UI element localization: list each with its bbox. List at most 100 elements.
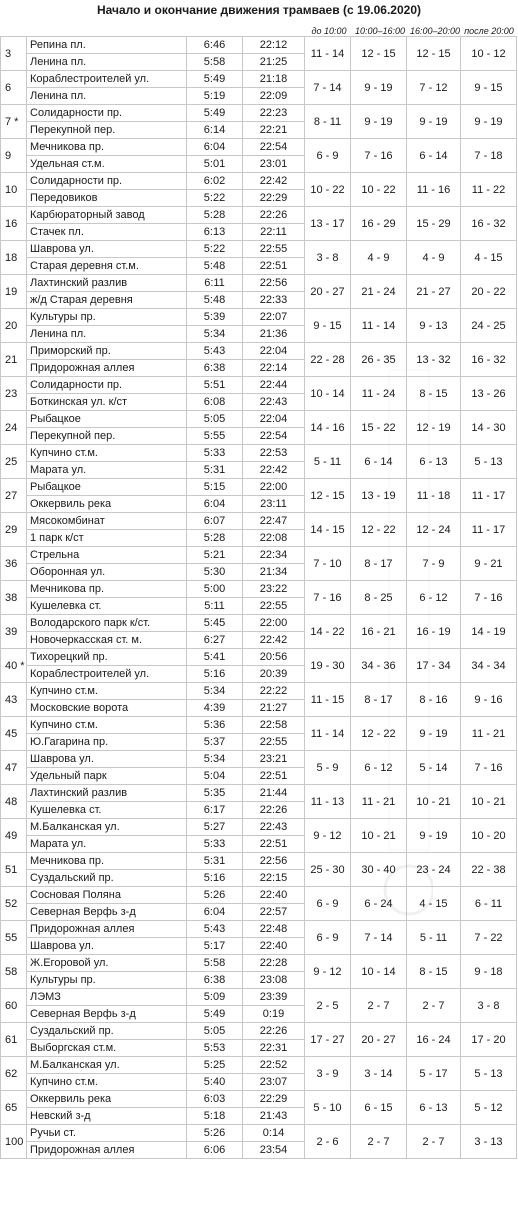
interval-midday: 10 - 22 <box>350 172 407 207</box>
interval-midday: 9 - 19 <box>350 104 407 139</box>
interval-night: 22 - 38 <box>460 852 517 887</box>
interval-evening: 9 - 13 <box>406 308 461 343</box>
interval-evening: 9 - 19 <box>406 104 461 139</box>
interval-morning: 14 - 16 <box>304 410 351 445</box>
interval-midday: 11 - 14 <box>350 308 407 343</box>
interval-morning: 9 - 12 <box>304 954 351 989</box>
interval-morning: 10 - 14 <box>304 376 351 411</box>
first-departure: 6:13 <box>186 223 243 241</box>
stop-name: Придорожная аллея <box>26 359 187 377</box>
first-departure: 5:21 <box>186 546 243 564</box>
interval-midday: 4 - 9 <box>350 240 407 275</box>
stop-name: Шаврова ул. <box>26 240 187 258</box>
interval-evening: 6 - 13 <box>406 1090 461 1125</box>
first-departure: 5:18 <box>186 1107 243 1125</box>
table-row: Ленина пл. 5:34 21:36 <box>1 325 517 343</box>
interval-night: 9 - 18 <box>460 954 517 989</box>
last-departure: 22:53 <box>242 444 305 462</box>
stop-name: Культуры пр. <box>26 971 187 989</box>
interval-midday: 16 - 29 <box>350 206 407 241</box>
last-departure: 20:56 <box>242 648 305 666</box>
interval-midday: 26 - 35 <box>350 342 407 377</box>
interval-morning: 8 - 11 <box>304 104 351 139</box>
interval-evening: 13 - 32 <box>406 342 461 377</box>
last-departure: 22:51 <box>242 835 305 853</box>
last-departure: 22:22 <box>242 682 305 700</box>
interval-evening: 7 - 9 <box>406 546 461 581</box>
first-departure: 4:39 <box>186 699 243 717</box>
first-departure: 5:26 <box>186 1124 243 1142</box>
interval-night: 10 - 21 <box>460 784 517 819</box>
route-number: 19 <box>0 274 27 309</box>
first-departure: 5:41 <box>186 648 243 666</box>
stop-name: 1 парк к/ст <box>26 529 187 547</box>
last-departure: 21:36 <box>242 325 305 343</box>
stop-name: Купчино ст.м. <box>26 716 187 734</box>
table-row: Ленина пл. 5:19 22:09 <box>1 87 517 105</box>
interval-midday: 2 - 7 <box>350 988 407 1023</box>
interval-morning: 13 - 17 <box>304 206 351 241</box>
interval-evening: 2 - 7 <box>406 988 461 1023</box>
stop-name: Придорожная аллея <box>26 1141 187 1159</box>
interval-morning: 11 - 14 <box>304 36 351 71</box>
last-departure: 0:19 <box>242 1005 305 1023</box>
first-departure: 5:26 <box>186 886 243 904</box>
last-departure: 22:55 <box>242 597 305 615</box>
stop-name: Ленина пл. <box>26 325 187 343</box>
interval-evening: 7 - 12 <box>406 70 461 105</box>
last-departure: 21:27 <box>242 699 305 717</box>
interval-morning: 5 - 9 <box>304 750 351 785</box>
stop-name: Перекупной пер. <box>26 427 187 445</box>
interval-morning: 6 - 9 <box>304 886 351 921</box>
last-departure: 23:22 <box>242 580 305 598</box>
stop-name: Ленина пл. <box>26 53 187 71</box>
route-number: 29 <box>0 512 27 547</box>
interval-night: 34 - 34 <box>460 648 517 683</box>
interval-header-evening: 16:00–20:00 <box>409 26 461 36</box>
interval-night: 5 - 12 <box>460 1090 517 1125</box>
interval-morning: 12 - 15 <box>304 478 351 513</box>
last-departure: 20:39 <box>242 665 305 683</box>
table-row: 29 Мясокомбинат 6:07 22:47 14 - 15 12 - 22 12 … <box>0 512 517 547</box>
stop-name: Шаврова ул. <box>26 750 187 768</box>
stop-name: Московские ворота <box>26 699 187 717</box>
first-departure: 6:03 <box>186 1090 243 1108</box>
first-departure: 5:16 <box>186 665 243 683</box>
last-departure: 22:56 <box>242 852 305 870</box>
table-row: 40 * Тихорецкий пр. 5:41 20:56 19 - 30 34 - 3… <box>0 648 517 683</box>
stop-name: Стрельна <box>26 546 187 564</box>
interval-night: 9 - 16 <box>460 682 517 717</box>
stop-name: Марата ул. <box>26 835 187 853</box>
first-departure: 5:49 <box>186 104 243 122</box>
table-row: Новочеркасская ст. м. 6:27 22:42 <box>1 631 517 649</box>
table-row: Оборонная ул. 5:30 21:34 <box>1 563 517 581</box>
last-departure: 22:54 <box>242 427 305 445</box>
route-number: 43 <box>0 682 27 717</box>
stop-name: Суздальский пр. <box>26 869 187 887</box>
interval-evening: 8 - 15 <box>406 376 461 411</box>
first-departure: 5:22 <box>186 189 243 207</box>
first-departure: 6:38 <box>186 971 243 989</box>
route-number: 45 <box>0 716 27 751</box>
interval-evening: 10 - 21 <box>406 784 461 819</box>
first-departure: 5:17 <box>186 937 243 955</box>
stop-name: Боткинская ул. к/ст <box>26 393 187 411</box>
interval-night: 6 - 11 <box>460 886 517 921</box>
table-row: 39 Володарского парк к/ст. 5:45 22:00 14 - 2… <box>0 614 517 649</box>
stop-name: Суздальский пр. <box>26 1022 187 1040</box>
interval-night: 3 - 8 <box>460 988 517 1023</box>
last-departure: 22:42 <box>242 631 305 649</box>
interval-evening: 4 - 15 <box>406 886 461 921</box>
first-departure: 5:16 <box>186 869 243 887</box>
route-number: 58 <box>0 954 27 989</box>
route-number: 6 <box>0 70 27 105</box>
interval-morning: 10 - 22 <box>304 172 351 207</box>
last-departure: 22:43 <box>242 393 305 411</box>
interval-midday: 10 - 14 <box>350 954 407 989</box>
stop-name: Невский з-д <box>26 1107 187 1125</box>
route-number: 47 <box>0 750 27 785</box>
stop-name: Солидарности пр. <box>26 172 187 190</box>
first-departure: 5:11 <box>186 597 243 615</box>
